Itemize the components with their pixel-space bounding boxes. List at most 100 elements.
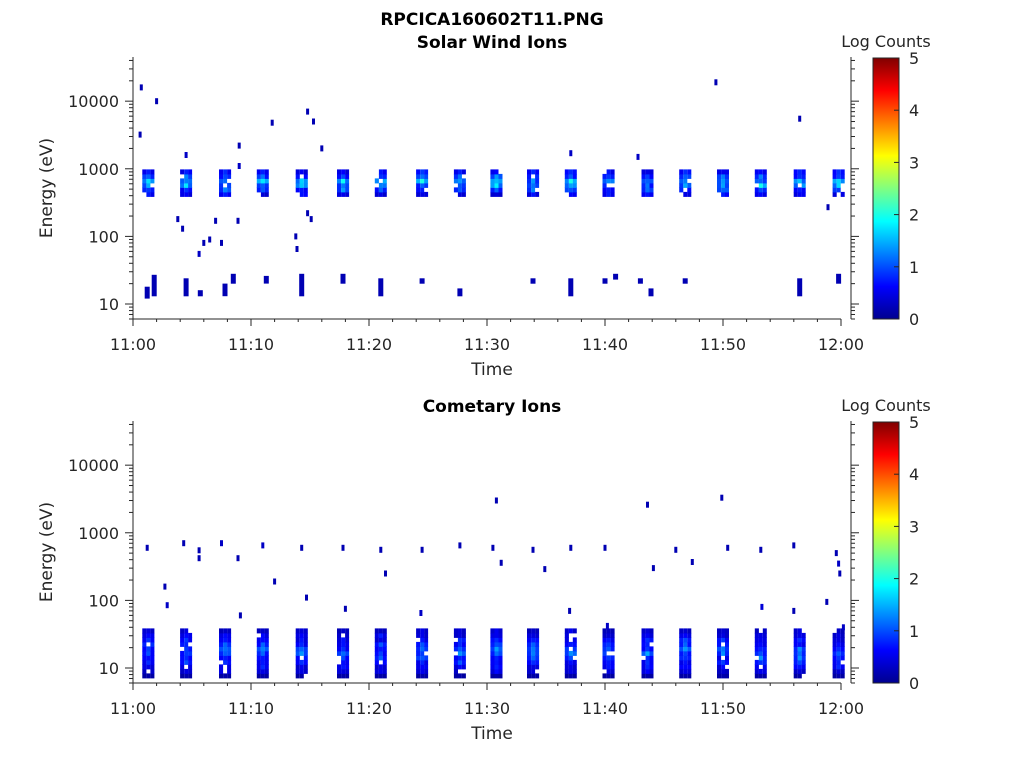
heatmap-cell: [490, 191, 495, 197]
heatmap-cell: [527, 646, 532, 652]
heatmap-cell: [840, 646, 845, 652]
heatmap-cell: [337, 628, 342, 634]
heatmap-cell: [256, 673, 261, 679]
heatmap-cell: [683, 659, 688, 665]
heatmap-cell: [641, 182, 646, 188]
heatmap-cell: [264, 182, 269, 188]
heatmap-cell: [303, 637, 308, 643]
heatmap-cell: [490, 628, 495, 634]
x-tick-label: 12:00: [818, 699, 864, 718]
heatmap-cell: [461, 650, 466, 656]
heatmap-cell: [260, 673, 265, 679]
heatmap-cell: [840, 668, 845, 674]
heatmap-cell: [717, 664, 722, 670]
heatmap-cell: [227, 650, 232, 656]
heatmap-cell: [758, 169, 763, 175]
heatmap-cell: [264, 664, 269, 670]
heatmap-cell: [220, 239, 223, 246]
heatmap-cell: [256, 659, 261, 665]
heatmap-cell: [717, 173, 722, 179]
heatmap-cell: [797, 173, 802, 179]
heatmap-cell: [227, 637, 232, 643]
heatmap-cell: [374, 650, 379, 656]
heatmap-cell: [641, 187, 646, 193]
heatmap-cell: [602, 628, 607, 634]
heatmap-cell: [142, 668, 147, 674]
heatmap-cell: [150, 664, 155, 670]
heatmap-cell: [610, 173, 615, 179]
heatmap-cell: [188, 650, 193, 656]
heatmap-cell: [295, 169, 300, 175]
heatmap-cell: [762, 178, 767, 184]
heatmap-cell: [214, 217, 218, 224]
heatmap-cell: [758, 646, 763, 652]
heatmap-cell: [754, 173, 759, 179]
heatmap-cell: [679, 178, 684, 184]
heatmap-cell: [683, 673, 688, 679]
heatmap-cell: [264, 169, 269, 175]
heatmap-cell: [219, 182, 224, 188]
heatmap-cell: [840, 632, 845, 638]
heatmap-cell: [564, 641, 569, 647]
heatmap-cell: [180, 655, 185, 661]
heatmap-cell: [184, 173, 189, 179]
heatmap-cell: [146, 178, 151, 184]
heatmap-cell: [836, 178, 841, 184]
heatmap-cell: [606, 655, 611, 661]
heatmap-cell: [572, 178, 577, 184]
heatmap-cell: [420, 673, 425, 679]
heatmap-cell: [531, 182, 536, 188]
heatmap-cell: [299, 659, 304, 665]
heatmap-cell: [687, 668, 692, 674]
heatmap-cell: [572, 646, 577, 652]
heatmap-cell: [535, 173, 540, 179]
heatmap-cell: [801, 632, 806, 638]
heatmap-cell: [416, 187, 421, 193]
heatmap-cell: [687, 632, 692, 638]
colorbar-tick-label: 4: [909, 101, 919, 120]
heatmap-cell: [649, 182, 654, 188]
heatmap-cell: [295, 182, 300, 188]
heatmap-cell: [646, 501, 649, 508]
heatmap-cell: [613, 273, 619, 280]
heatmap-cell: [382, 673, 387, 679]
heatmap-cell: [754, 650, 759, 656]
heatmap-cell: [142, 632, 147, 638]
colorbar: [872, 421, 900, 684]
heatmap-cell: [641, 637, 646, 643]
heatmap-cell: [295, 187, 300, 193]
heatmap-cell: [378, 650, 383, 656]
heatmap-cell: [798, 115, 802, 122]
heatmap-cell: [306, 108, 310, 115]
heatmap-cell: [679, 628, 684, 634]
heatmap-cell: [610, 169, 615, 175]
heatmap-cell: [683, 650, 688, 656]
heatmap-cell: [188, 182, 193, 188]
heatmap-cell: [610, 641, 615, 647]
heatmap-cell: [146, 632, 151, 638]
heatmap-cell: [605, 622, 609, 629]
x-tick-label: 11:20: [346, 335, 392, 354]
heatmap-cell: [725, 668, 729, 674]
heatmap-cell: [836, 632, 841, 638]
heatmap-cell: [498, 664, 503, 670]
heatmap-cell: [602, 191, 607, 197]
heatmap-cell: [683, 178, 688, 184]
heatmap-cell: [649, 673, 654, 679]
heatmap-cell: [379, 546, 383, 553]
heatmap-cell: [227, 664, 232, 670]
heatmap-cell: [568, 628, 573, 634]
heatmap-cell: [572, 637, 577, 643]
heatmap-cell: [305, 594, 308, 601]
heatmap-cell: [793, 650, 798, 656]
heatmap-cell: [416, 655, 421, 661]
heatmap-cell: [568, 655, 573, 661]
heatmap-cell: [146, 628, 151, 634]
heatmap-cell: [758, 668, 763, 674]
heatmap-cell: [227, 191, 232, 197]
heatmap-cell: [725, 659, 729, 665]
heatmap-cell: [641, 173, 646, 179]
heatmap-cell: [260, 169, 265, 175]
heatmap-cell: [721, 659, 726, 665]
heatmap-cell: [299, 673, 304, 679]
